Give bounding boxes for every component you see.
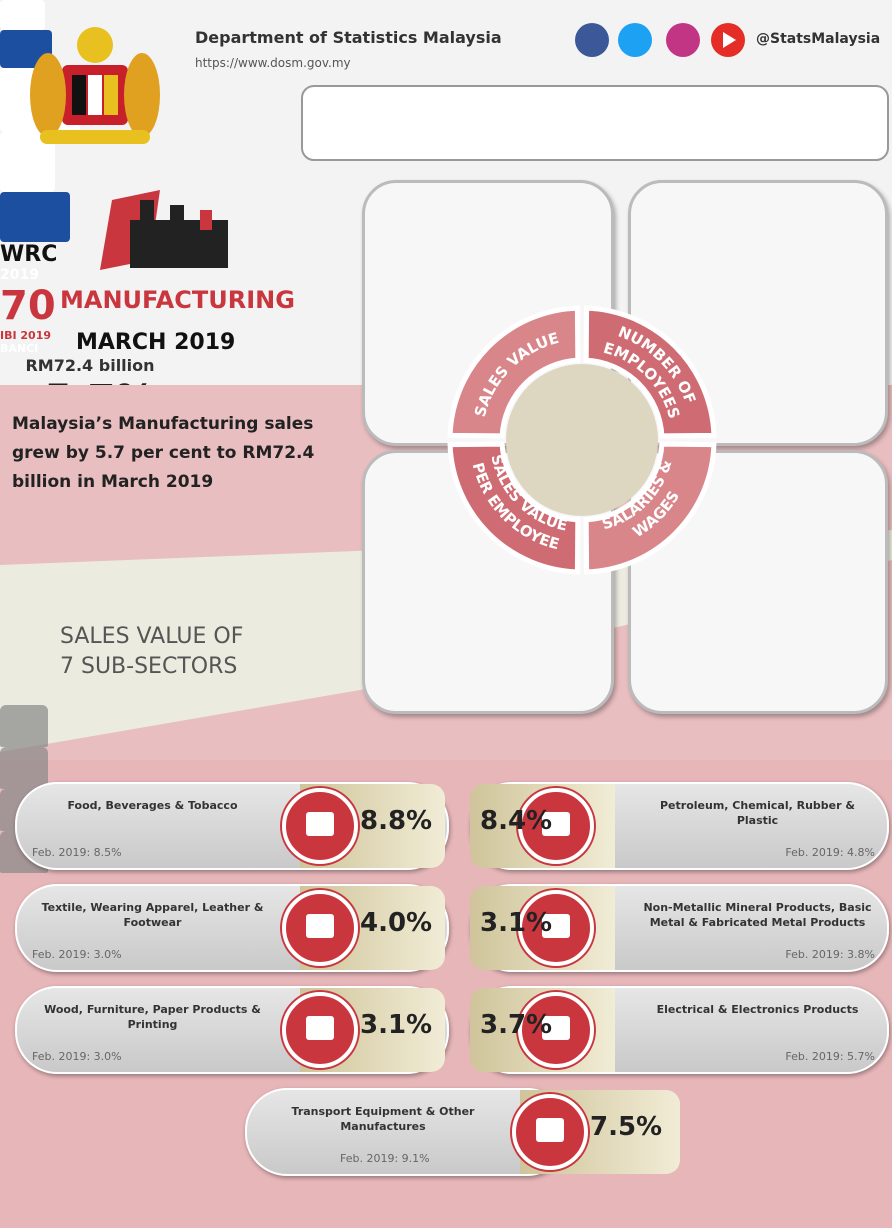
subsector-icon [512, 1094, 588, 1170]
indicator-icon [0, 747, 48, 789]
indicator-icon [0, 705, 48, 747]
subsector-growth: 3.7% [480, 1010, 553, 1040]
subsector-name: Electrical & Electronics Products [656, 1003, 859, 1016]
social-icons [575, 23, 745, 57]
logo-text: 2019 [0, 267, 39, 283]
logo-text: IBI 2019 [0, 329, 52, 342]
icon-shape [542, 812, 570, 836]
period: MARCH 2019 [76, 330, 236, 355]
subsector-previous: Feb. 2019: 9.1% [340, 1152, 430, 1165]
subsector-name: Food, Beverages & Tobacco [67, 799, 238, 812]
subsector-previous: Feb. 2019: 5.7% [785, 1050, 875, 1063]
factory-icon [100, 190, 228, 270]
indicator-card [362, 450, 614, 714]
topic: MANUFACTURING [60, 286, 295, 314]
subsector-icon [282, 992, 358, 1068]
subsector-growth: 8.4% [480, 806, 553, 836]
subsector-growth: 8.8% [360, 806, 433, 836]
subsector-name: Wood, Furniture, Paper Products & Printi… [44, 1003, 261, 1031]
subsector-icon [518, 890, 594, 966]
section-title: SALES VALUE OF 7 SUB-SECTORS [60, 622, 243, 682]
icon-shape [542, 1016, 570, 1040]
logo-text: BANCI [0, 342, 39, 355]
subsector-name: Petroleum, Chemical, Rubber & Plastic [660, 799, 855, 827]
subsector-previous: Feb. 2019: 3.8% [785, 948, 875, 961]
subsector-name: Non-Metallic Mineral Products, Basic Met… [643, 901, 872, 929]
subsector-growth: 7.5% [590, 1112, 663, 1142]
section-title-line: SALES VALUE OF [60, 624, 244, 649]
icon-shape [542, 914, 570, 938]
section-title-line: 7 SUB-SECTORS [60, 654, 238, 679]
indicator-card [362, 180, 614, 446]
logo-box [0, 0, 45, 30]
subsector-growth: 3.1% [360, 1010, 433, 1040]
icon-shape [306, 812, 334, 836]
organization: Department of Statistics Malaysia [195, 28, 502, 47]
subsector-name: Transport Equipment & Other Manufactures [291, 1105, 475, 1133]
subsector-icon [518, 992, 594, 1068]
coat-of-arms [30, 27, 160, 144]
icon-shape [306, 1016, 334, 1040]
subsector-previous: Feb. 2019: 8.5% [32, 846, 122, 859]
indicator-card [628, 450, 888, 714]
subsector-previous: Feb. 2019: 3.0% [32, 1050, 122, 1063]
subsector-previous: Feb. 2019: 4.8% [785, 846, 875, 859]
subsector-icon [282, 788, 358, 864]
amount-line: RM72.4 billion [25, 356, 155, 375]
subsector-growth: 3.1% [480, 908, 553, 938]
summary: Malaysia’s Manufacturing sales grew by 5… [12, 414, 315, 492]
url: https://www.dosm.gov.my [195, 56, 351, 70]
subsector-name: Textile, Wearing Apparel, Leather & Foot… [41, 901, 264, 929]
logo-text: WRC [0, 242, 58, 267]
icon-shape [306, 914, 334, 938]
subsector-icon [518, 788, 594, 864]
subsector-previous: Feb. 2019: 3.0% [32, 948, 122, 961]
logo-box [0, 192, 70, 242]
indicator-amount: RM72.4 billion [0, 355, 180, 377]
icon-shape [536, 1118, 564, 1142]
indicator-card [628, 180, 888, 446]
logo-text: 70 [0, 283, 56, 329]
social-handle: @StatsMalaysia [756, 31, 881, 47]
logo-strip [301, 85, 889, 161]
subsector-icon [282, 890, 358, 966]
subsector-growth: 4.0% [360, 908, 433, 938]
